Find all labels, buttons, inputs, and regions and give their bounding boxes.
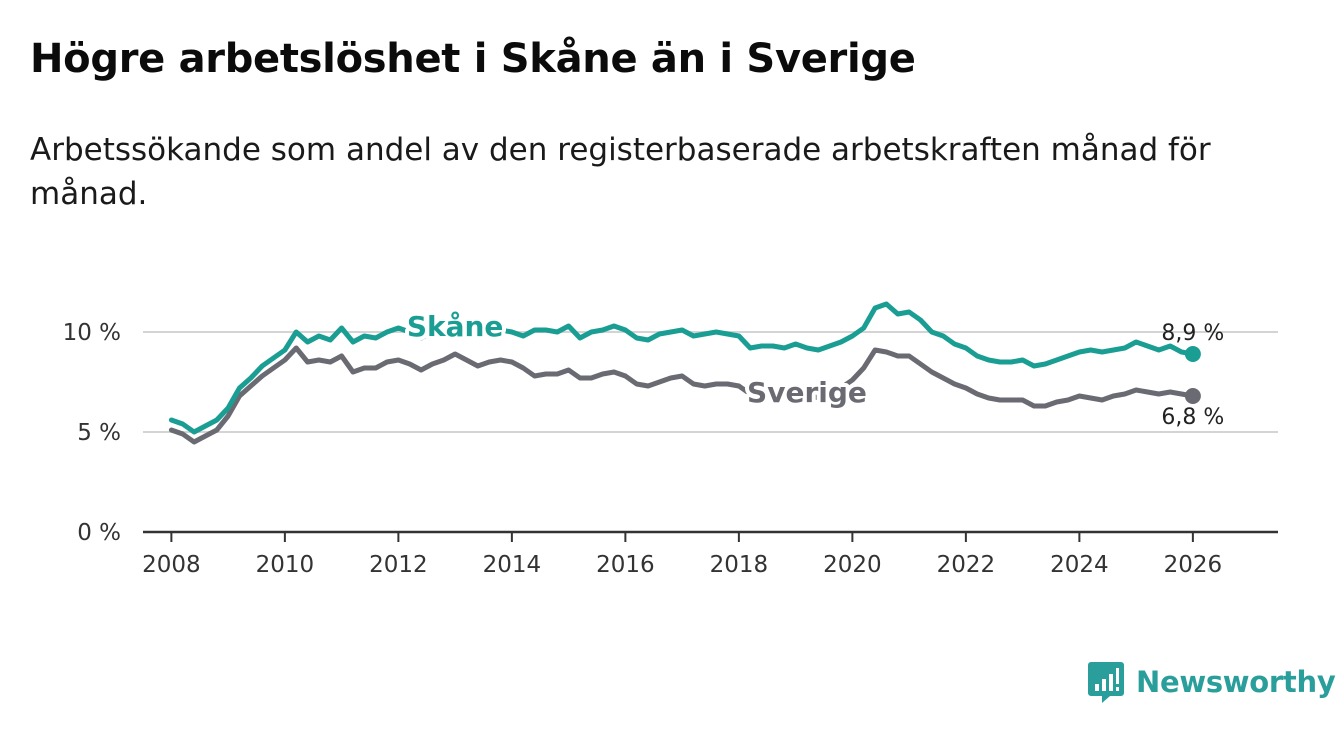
newsworthy-logo: Newsworthy: [1088, 660, 1336, 704]
y-tick-label: 0 %: [77, 520, 121, 546]
series-end-point: [1184, 388, 1201, 404]
end-value-label: 6,8 %: [1161, 405, 1224, 430]
x-tick-label: 2014: [483, 552, 542, 578]
series-line-sverige: [168, 345, 1196, 445]
series-label: Sverige: [747, 376, 867, 409]
chart-title: Högre arbetslöshet i Skåne än i Sverige: [30, 36, 916, 82]
end-value-label: 8,9 %: [1161, 321, 1224, 346]
y-tick-label: 5 %: [77, 420, 121, 446]
series-line-skane: [168, 301, 1196, 435]
newsworthy-logo-icon: [1088, 662, 1124, 703]
x-tick-label: 2022: [937, 552, 996, 578]
x-tick-label: 2020: [823, 552, 882, 578]
x-tick-label: 2008: [142, 552, 201, 578]
brand-name: Newsworthy: [1136, 665, 1336, 699]
x-tick-label: 2010: [256, 552, 315, 578]
x-tick-label: 2018: [710, 552, 769, 578]
x-tick-label: 2024: [1050, 552, 1109, 578]
chart-subtitle: Arbetssökande som andel av den registerb…: [30, 132, 1211, 212]
x-tick-label: 2012: [369, 552, 428, 578]
x-tick-label: 2026: [1164, 552, 1223, 578]
x-tick-label: 2016: [596, 552, 655, 578]
series-end-point: [1184, 346, 1201, 362]
series-label: Skåne: [407, 310, 504, 343]
y-tick-label: 10 %: [63, 320, 121, 346]
